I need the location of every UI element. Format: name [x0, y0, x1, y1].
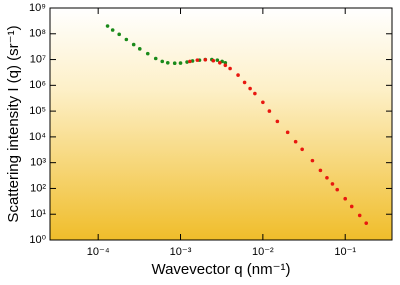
data-point: [137, 47, 142, 51]
y-tick-label: 10³: [30, 157, 46, 169]
data-point: [145, 51, 150, 56]
data-point: [349, 204, 354, 209]
y-axis-label: Scattering intensity I (q) (sr⁻¹): [5, 25, 22, 222]
data-point: [124, 37, 129, 42]
data-point: [110, 28, 115, 32]
y-tick-label: 10⁶: [29, 79, 46, 91]
data-point: [223, 60, 228, 65]
data-point: [105, 24, 110, 28]
data-point: [203, 57, 208, 62]
y-tick-label: 10⁸: [29, 28, 46, 40]
data-point: [275, 119, 280, 124]
data-point: [267, 109, 272, 113]
data-point: [248, 86, 252, 91]
data-point: [242, 80, 247, 85]
data-point: [330, 182, 335, 186]
data-point: [195, 58, 200, 62]
y-tick-label: 10⁴: [29, 131, 46, 143]
y-tick-label: 10¹: [30, 208, 46, 220]
data-point: [188, 59, 192, 64]
data-point: [228, 66, 232, 71]
y-tick-label: 10²: [30, 182, 46, 194]
data-point: [318, 168, 323, 173]
data-point: [211, 58, 216, 63]
data-point: [185, 60, 189, 64]
x-tick-label: 10⁻²: [252, 246, 274, 258]
data-point: [335, 187, 340, 192]
data-point: [236, 73, 240, 77]
data-point: [261, 100, 265, 105]
y-tick-label: 10⁹: [29, 2, 46, 14]
data-point: [178, 61, 183, 65]
data-point: [131, 42, 136, 47]
x-tick-label: 10⁻³: [170, 246, 192, 258]
data-point: [153, 56, 158, 61]
data-point: [310, 158, 315, 163]
y-tick-label: 10⁵: [29, 105, 46, 117]
data-point: [300, 147, 304, 152]
plot-background: [50, 8, 392, 240]
data-point: [160, 59, 165, 64]
plot-frame: [49, 7, 393, 241]
data-point: [253, 91, 257, 96]
x-tick-label: 10⁻¹: [334, 246, 356, 258]
data-point: [293, 139, 298, 144]
data-point: [190, 59, 195, 63]
data-point: [325, 175, 329, 180]
x-axis-label: Wavevector q (nm⁻¹): [151, 261, 290, 278]
data-point: [357, 213, 362, 218]
data-point: [117, 32, 121, 37]
data-point: [223, 63, 228, 68]
data-point: [165, 60, 170, 65]
data-point: [215, 58, 220, 62]
data-point: [218, 60, 222, 65]
data-point: [172, 61, 177, 66]
x-tick-label: 10⁻⁴: [87, 246, 110, 258]
y-tick-label: 10⁰: [29, 234, 46, 246]
data-point: [343, 196, 348, 201]
data-point: [285, 130, 290, 135]
data-point: [364, 221, 369, 225]
y-tick-label: 10⁷: [30, 53, 46, 65]
